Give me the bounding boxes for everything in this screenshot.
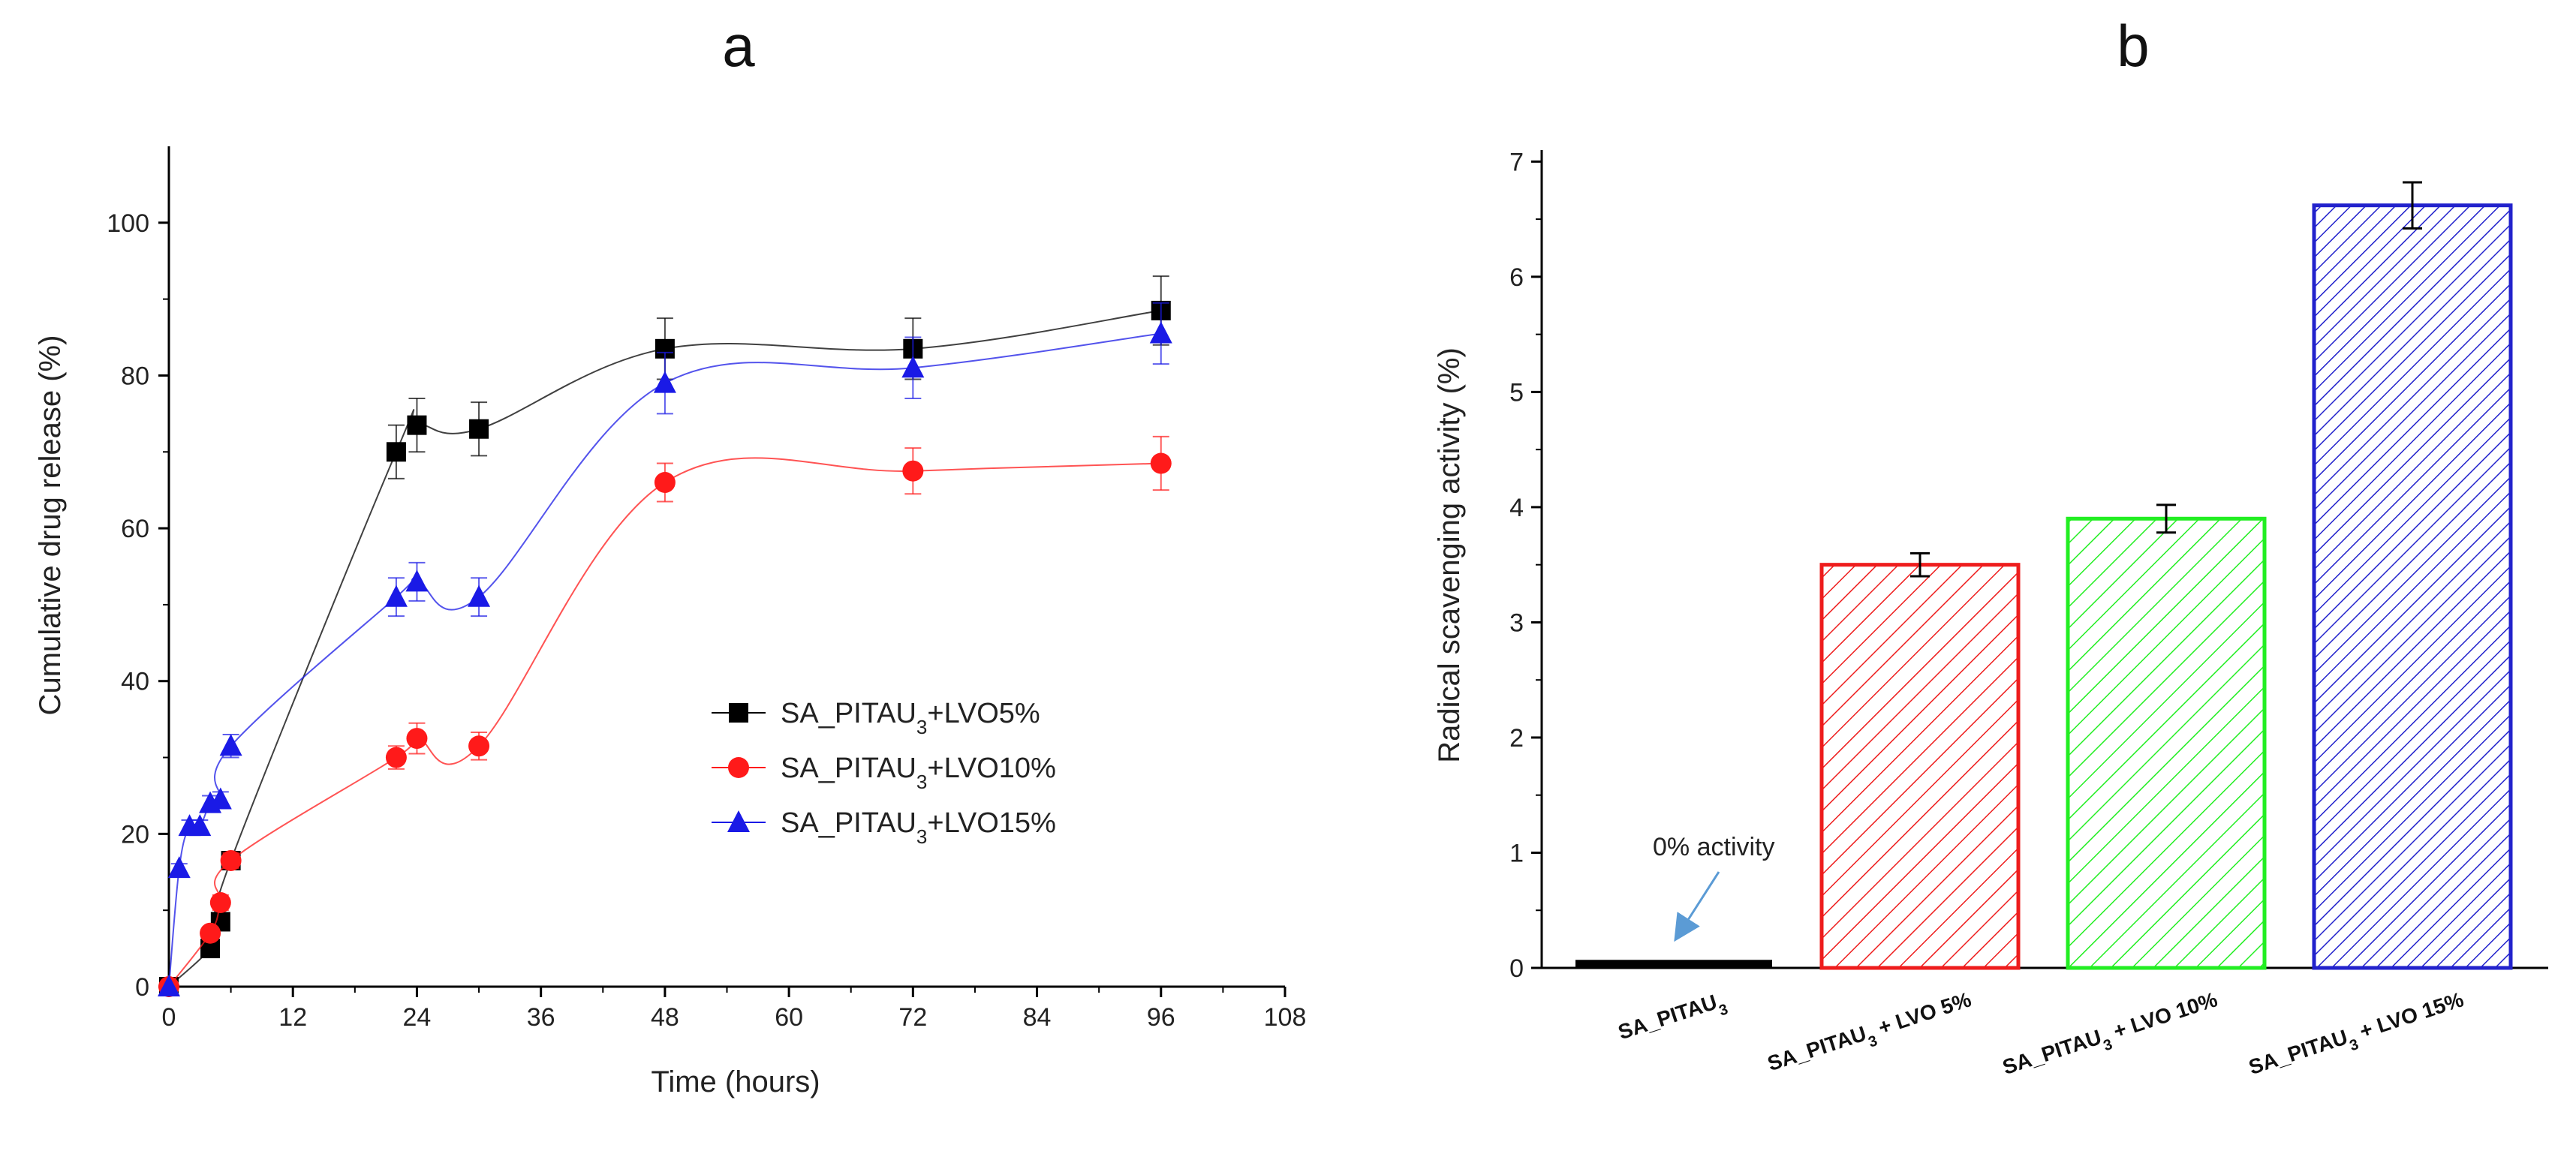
data-point (1149, 321, 1172, 344)
y-tick-label-b: 7 (1509, 148, 1524, 176)
x-axis-title-a: Time (hours) (651, 1065, 820, 1098)
legend-entry: SA_PITAU3+LVO10% (781, 753, 1056, 793)
y-tick-label-a: 20 (121, 820, 149, 849)
data-point (653, 371, 676, 393)
legend-marker (729, 703, 748, 723)
data-point (167, 856, 191, 879)
category-label: SA_PITAU3 (1615, 987, 1730, 1051)
legend-entry: SA_PITAU3+LVO15% (781, 807, 1056, 848)
data-point (1150, 452, 1172, 474)
data-point (469, 419, 489, 439)
y-tick-label-b: 5 (1509, 378, 1524, 407)
x-tick-label-a: 84 (1023, 1003, 1052, 1032)
category-label: SA_PITAU3 + LVO 15% (2246, 987, 2469, 1086)
data-point (209, 892, 231, 913)
bar-3 (2066, 503, 2267, 970)
category-label: SA_PITAU3 + LVO 5% (1765, 987, 1976, 1083)
x-tick-label-a: 60 (775, 1003, 803, 1032)
data-point (219, 734, 242, 756)
y-tick-label-a: 80 (121, 362, 149, 390)
x-tick-label-a: 12 (278, 1003, 307, 1032)
series-2 (158, 435, 1172, 997)
data-point (158, 975, 180, 996)
x-tick-label-a: 36 (527, 1003, 555, 1032)
data-point (385, 747, 407, 768)
x-tick-label-a: 24 (403, 1003, 432, 1032)
bar-rect (1575, 960, 1772, 968)
panel-a-line-chart: 0 12 24 36 48 60 72 84 96 108 0 20 40 60 80 100 SA_PITA… (34, 146, 1306, 1098)
legend-marker (728, 757, 749, 778)
panel-b-bar-chart: 0 1 2 3 4 5 6 7 0% activity SA_PITAU3 SA_PITAU3 … (1433, 148, 2548, 1086)
data-point (200, 922, 221, 944)
data-point (406, 728, 428, 750)
x-tick-label-a: 96 (1147, 1003, 1175, 1032)
legend-marker (727, 810, 750, 832)
series-line (168, 332, 1161, 987)
x-tick-label-a: 48 (651, 1003, 679, 1032)
y-tick-label-b: 3 (1509, 609, 1524, 637)
y-axis-title-a: Cumulative drug release (%) (34, 335, 67, 716)
zero-activity-annotation: 0% activity (1653, 833, 1775, 861)
bar-rect (1819, 563, 2021, 970)
y-tick-label-a: 60 (121, 515, 149, 543)
y-tick-label-a: 100 (107, 209, 149, 238)
data-point (468, 735, 490, 757)
data-point (209, 787, 232, 810)
data-point (188, 814, 212, 837)
x-tick-label-a: 0 (162, 1003, 176, 1032)
y-tick-label-b: 0 (1509, 954, 1524, 983)
data-point (220, 850, 242, 871)
data-point (468, 584, 491, 607)
data-point (902, 460, 924, 482)
data-point (386, 442, 406, 462)
bar-4 (2312, 181, 2513, 970)
x-tick-label-a: 72 (898, 1003, 927, 1032)
series-3 (158, 302, 1172, 996)
y-axis-title-b: Radical scavenging activity (%) (1433, 347, 1466, 763)
data-point (405, 569, 429, 592)
bar-2 (1819, 551, 2021, 970)
x-tick-label-a: 108 (1264, 1003, 1307, 1032)
y-tick-label-b: 4 (1509, 494, 1524, 522)
y-tick-label-a: 40 (121, 668, 149, 696)
y-tick-label-a: 0 (135, 973, 149, 1002)
annotation-arrow (1674, 871, 1720, 942)
bar-rect (2312, 203, 2513, 970)
data-point (901, 356, 925, 378)
bar-rect (2066, 516, 2267, 970)
legend-entry: SA_PITAU3+LVO5% (781, 698, 1040, 738)
y-tick-label-b: 6 (1509, 263, 1524, 292)
category-label: SA_PITAU3 + LVO 10% (2000, 987, 2222, 1086)
y-tick-label-b: 2 (1509, 724, 1524, 753)
panel-a-letter: a (722, 13, 755, 79)
legend: SA_PITAU3+LVO5% SA_PITAU3+LVO10% SA_PITAU3… (712, 698, 1056, 848)
bar-1 (1575, 960, 1772, 968)
data-point (407, 415, 427, 435)
data-point (384, 584, 408, 607)
y-tick-label-b: 1 (1509, 839, 1524, 867)
data-point (654, 472, 676, 493)
panel-b-letter: b (2117, 13, 2149, 79)
